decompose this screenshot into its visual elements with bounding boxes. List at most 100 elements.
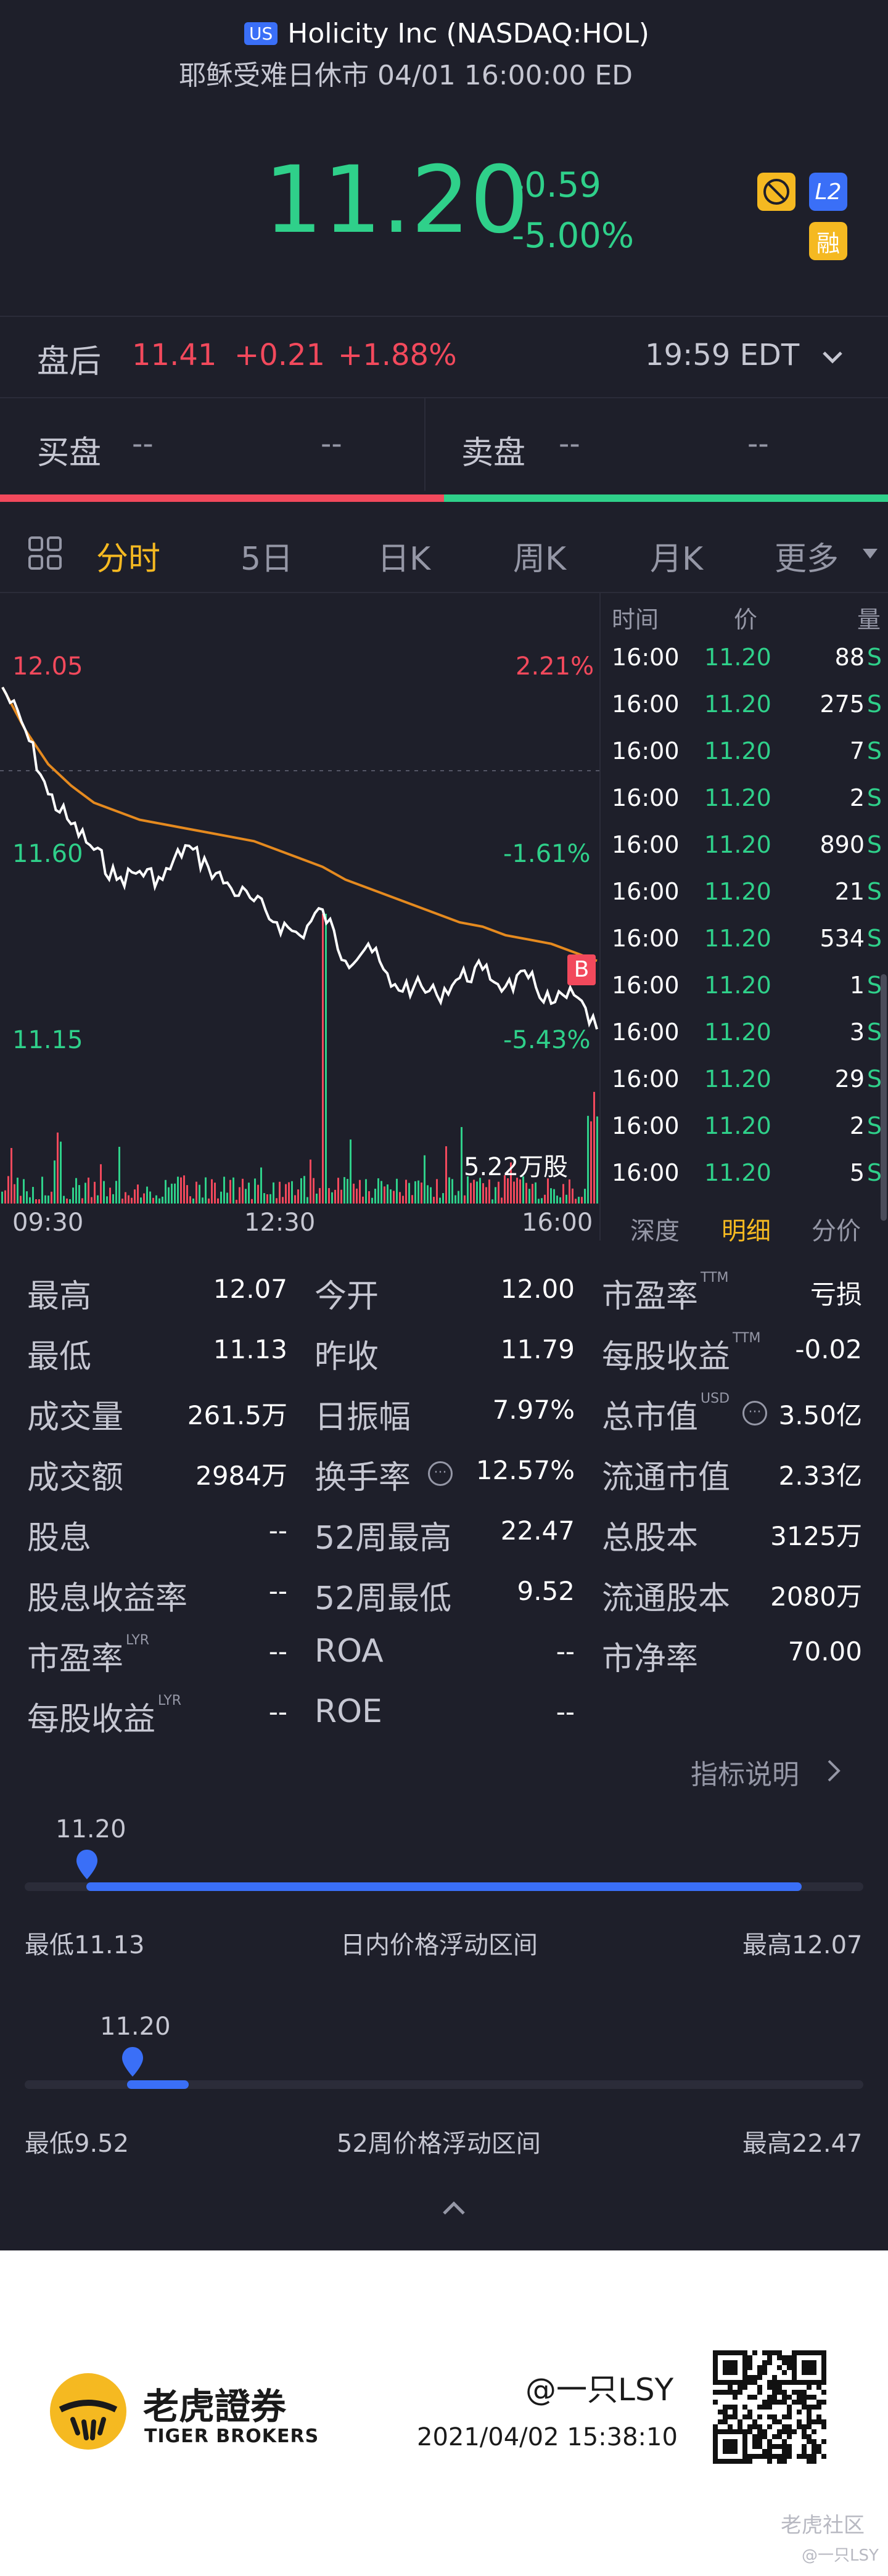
trade-time: 16:00 <box>612 1065 680 1093</box>
bid-price: -- <box>132 427 154 461</box>
volume-bar <box>294 1195 296 1204</box>
volume-bar <box>269 1194 271 1204</box>
indicator-link[interactable]: 指标说明 <box>691 1759 799 1790</box>
y-pct-mid: -1.61% <box>503 840 591 868</box>
volume-bar <box>482 1183 484 1204</box>
volume-bar <box>66 1198 68 1204</box>
no-short-icon[interactable] <box>757 173 796 211</box>
volume-bar <box>29 1197 31 1204</box>
volume-bar <box>236 1199 237 1204</box>
volume-bar <box>337 1178 339 1204</box>
tab-weekly-k[interactable]: 周K <box>513 541 567 578</box>
trade-row: 16:00 11.20 2 S <box>610 776 882 822</box>
stat-label: 成交量 <box>27 1391 123 1437</box>
turnover-info-icon[interactable]: ··· <box>428 1461 453 1486</box>
stat-label: 最低 <box>27 1331 91 1377</box>
trade-time: 16:00 <box>612 925 680 952</box>
brand-en: TIGER BROKERS <box>144 2426 319 2447</box>
volume-bar <box>470 1183 472 1204</box>
volume-bar <box>88 1177 89 1204</box>
volume-bar <box>41 1176 43 1204</box>
stat-label-text: 最高 <box>27 1278 92 1315</box>
volume-bar <box>266 1194 268 1204</box>
collapse-up-icon[interactable] <box>440 2199 467 2217</box>
volume-bar <box>319 1188 321 1204</box>
volume-bar <box>590 1121 592 1204</box>
last-price: 11.20 <box>264 147 529 254</box>
subtab-depth[interactable]: 深度 <box>630 1217 680 1245</box>
subtab-price-dist[interactable]: 分价 <box>812 1217 861 1245</box>
volume-bar <box>424 1155 426 1204</box>
tab-5day[interactable]: 5日 <box>240 541 294 578</box>
chevron-down-icon[interactable] <box>820 348 845 366</box>
trade-row: 16:00 11.20 21 S <box>610 869 882 916</box>
volume-bar <box>158 1198 160 1204</box>
trade-price: 11.20 <box>704 1112 771 1139</box>
volume-bar <box>217 1198 219 1204</box>
after-hours-row[interactable]: 盘后 11.41 +0.21 +1.88% 19:59 EDT <box>0 317 888 397</box>
buy-marker[interactable]: B <box>567 954 596 985</box>
trade-time: 16:00 <box>612 831 680 858</box>
tiger-logo-icon <box>50 2373 126 2450</box>
trade-side-flag: S <box>866 1112 882 1139</box>
trades-scrollbar[interactable] <box>881 974 887 1221</box>
volume-bar <box>565 1194 567 1204</box>
trade-side-flag: S <box>866 1019 882 1046</box>
margin-badge[interactable]: 融 <box>809 222 847 260</box>
volume-bar <box>54 1160 56 1204</box>
volume-bar <box>171 1183 173 1204</box>
volume-bar <box>125 1192 126 1204</box>
volume-bar <box>377 1178 379 1204</box>
stat-label-text: 今开 <box>314 1278 379 1315</box>
intraday-chart[interactable]: 12.05 2.21% 11.60 -1.61% 11.15 -5.43% B … <box>0 593 599 1216</box>
volume-bar <box>285 1184 287 1204</box>
trade-size: 3 <box>849 1019 865 1046</box>
stat-value: 11.13 <box>213 1334 287 1364</box>
stat-value: 2080万 <box>770 1581 862 1612</box>
divider <box>0 592 888 593</box>
community-watermark: 老虎社区 <box>781 2513 865 2538</box>
volume-bar <box>118 1147 120 1204</box>
trade-price: 11.20 <box>704 972 771 999</box>
trade-time: 16:00 <box>612 784 680 811</box>
stat-value: 11.79 <box>500 1334 575 1364</box>
volume-bar <box>528 1189 530 1204</box>
chevron-right-icon[interactable] <box>826 1758 841 1783</box>
day-range-caption: 日内价格浮动区间 <box>340 1931 538 1959</box>
stat-label-text: 每股收益 <box>602 1339 731 1376</box>
volume-bar <box>248 1183 250 1204</box>
volume-bar <box>421 1182 422 1204</box>
volume-bar <box>442 1193 444 1204</box>
stat-label-text: 52周最高 <box>314 1520 452 1557</box>
trade-price: 11.20 <box>704 691 771 718</box>
subtab-detail[interactable]: 明细 <box>722 1217 771 1245</box>
level2-badge[interactable]: L2 <box>809 173 847 211</box>
stat-label-text: 市盈率 <box>602 1278 699 1315</box>
volume-bar <box>140 1197 142 1204</box>
tab-intraday[interactable]: 分时 <box>96 541 161 578</box>
volume-bar <box>300 1178 302 1204</box>
after-hours-label: 盘后 <box>37 343 102 380</box>
tab-monthly-k[interactable]: 月K <box>650 541 704 578</box>
trade-time: 16:00 <box>612 691 680 718</box>
volume-bar <box>485 1187 487 1204</box>
volume-bar <box>399 1192 401 1204</box>
trade-price: 11.20 <box>704 831 771 858</box>
week52-range-current: 11.20 <box>100 2012 171 2041</box>
volume-bar <box>103 1181 105 1204</box>
y-pct-low: -5.43% <box>503 1026 591 1054</box>
volume-bar <box>525 1183 527 1204</box>
volume-bar <box>328 1188 330 1204</box>
volume-bar <box>162 1196 163 1204</box>
stat-value: -- <box>556 1636 575 1667</box>
share-footer: 老虎證券 TIGER BROKERS @一只LSY 2021/04/02 15:… <box>0 2250 888 2576</box>
market-cap-info-icon[interactable]: ··· <box>742 1401 767 1425</box>
caret-down-icon[interactable] <box>861 546 879 561</box>
volume-bar <box>17 1178 18 1204</box>
volume-bar <box>109 1188 111 1204</box>
tab-daily-k[interactable]: 日K <box>377 541 431 578</box>
grid-icon[interactable] <box>27 535 64 572</box>
volume-bar <box>519 1179 521 1204</box>
tab-more[interactable]: 更多 <box>775 541 839 578</box>
trade-side-flag: S <box>866 737 882 765</box>
